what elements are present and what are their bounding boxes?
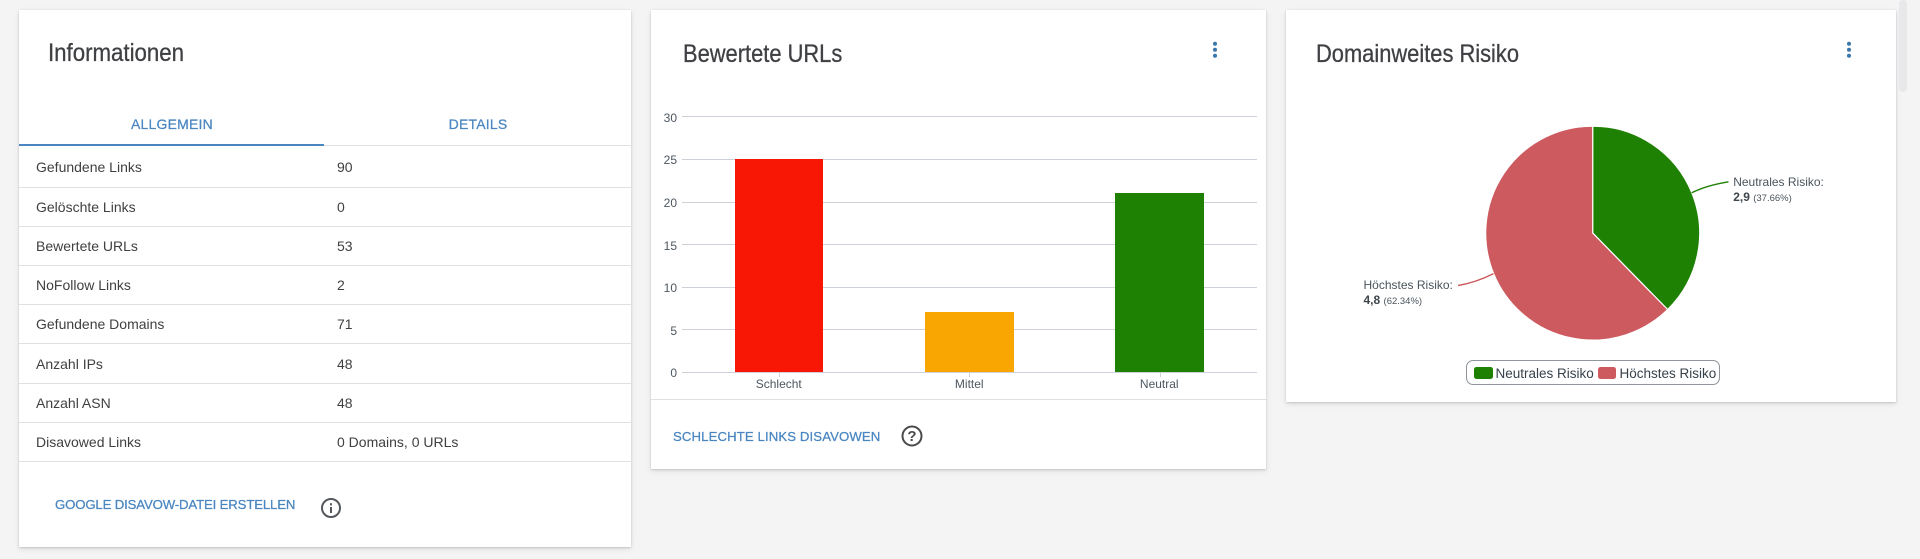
svg-text:?: ?	[907, 428, 916, 445]
